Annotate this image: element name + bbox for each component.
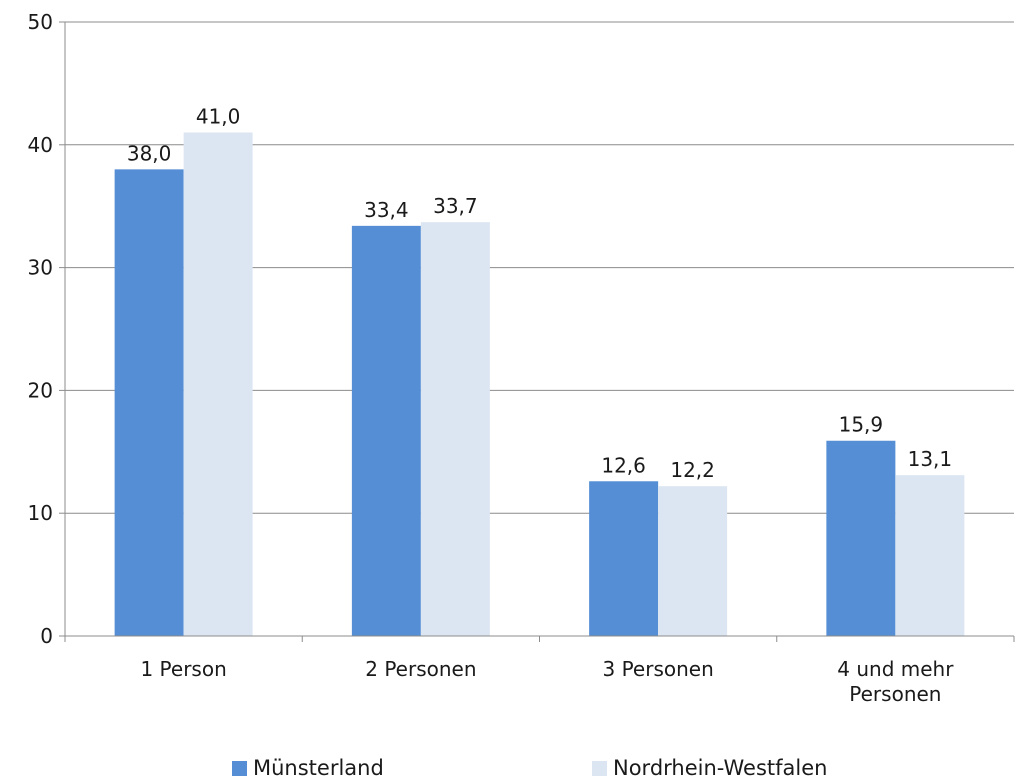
y-tick-label: 0 <box>40 624 53 648</box>
bar <box>351 225 421 636</box>
data-label: 15,9 <box>839 413 884 437</box>
bar <box>589 481 659 636</box>
data-label: 12,2 <box>670 458 715 482</box>
axes <box>59 21 1015 642</box>
x-category-label: 1 Person <box>140 657 226 681</box>
data-label: 38,0 <box>127 141 172 165</box>
legend: Münsterland Nordrhein-Westfalen <box>0 756 1029 782</box>
x-category-label: 4 und mehr <box>837 657 954 681</box>
y-tick-label: 10 <box>28 501 53 525</box>
bar <box>826 440 896 636</box>
legend-item-1: Nordrhein-Westfalen <box>592 756 827 780</box>
x-category-label: 3 Personen <box>602 657 713 681</box>
bar <box>895 475 965 636</box>
legend-swatch-1 <box>592 760 607 776</box>
y-tick-labels: 0 10 20 30 40 50 <box>28 10 53 648</box>
legend-label-0: Münsterland <box>253 756 384 780</box>
data-label: 12,6 <box>601 453 646 477</box>
x-category-label: 2 Personen <box>365 657 476 681</box>
bar <box>420 222 490 636</box>
y-tick-label: 40 <box>28 133 53 157</box>
y-tick-label: 20 <box>28 378 53 402</box>
data-label: 41,0 <box>196 105 241 129</box>
legend-item-0: Münsterland <box>232 756 384 780</box>
bar <box>183 132 253 636</box>
legend-label-1: Nordrhein-Westfalen <box>613 756 828 780</box>
legend-swatch-0 <box>232 760 247 776</box>
x-category-label: Personen <box>849 682 941 706</box>
data-label: 13,1 <box>908 447 953 471</box>
bar-chart: 0 10 20 30 40 50 1 Person 2 Personen 3 Personen… <box>28 10 1015 706</box>
bar <box>114 169 184 637</box>
x-category-labels: 1 Person 2 Personen 3 Personen 4 und mehrPe… <box>140 657 954 706</box>
y-tick-label: 30 <box>28 256 53 280</box>
data-label: 33,4 <box>364 198 409 222</box>
bars <box>114 132 965 637</box>
data-labels: 38,0 41,0 33,4 33,7 12,6 12,2 15,9 13,1 <box>127 105 952 483</box>
bar <box>658 486 728 636</box>
data-label: 33,7 <box>433 194 478 218</box>
y-tick-label: 50 <box>28 10 53 34</box>
